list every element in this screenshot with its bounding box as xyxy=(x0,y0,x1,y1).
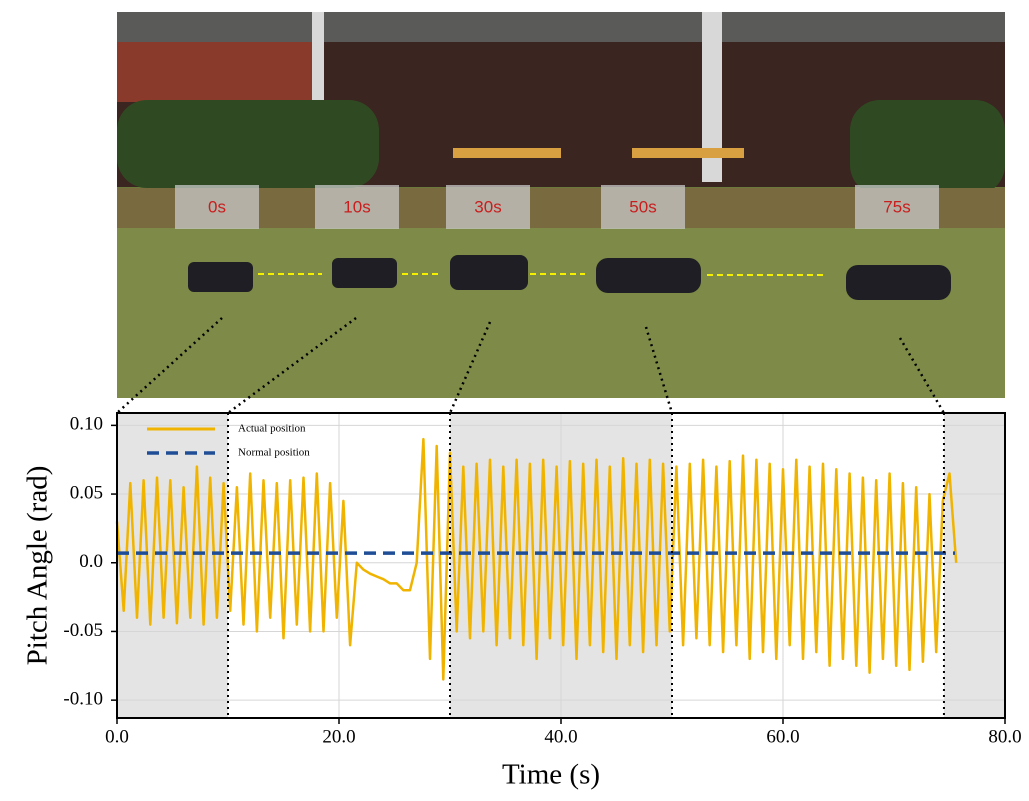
y-tick-label: 0.0 xyxy=(79,551,103,572)
photo-pillar xyxy=(312,12,324,112)
photo-label: 50s xyxy=(629,197,656,216)
photo-brick xyxy=(117,42,317,102)
x-tick-label: 0.0 xyxy=(105,726,129,747)
photo-label: 75s xyxy=(883,197,910,216)
x-tick-label: 80.0 xyxy=(988,726,1021,747)
x-tick-label: 60.0 xyxy=(766,726,799,747)
robot xyxy=(846,265,951,300)
y-tick-label: -0.10 xyxy=(63,688,103,709)
photo-lawn xyxy=(117,228,1005,398)
photo-label: 30s xyxy=(474,197,501,216)
x-tick-label: 20.0 xyxy=(322,726,355,747)
photo-table xyxy=(453,148,561,158)
photo-roof xyxy=(117,12,1005,42)
legend-label: Normal position xyxy=(238,447,310,459)
photo-table xyxy=(632,148,744,158)
photo-label: 10s xyxy=(343,197,370,216)
shaded-region xyxy=(944,413,1005,718)
x-axis-label: Time (s) xyxy=(502,759,600,791)
robot xyxy=(596,258,701,293)
photo-label: 0s xyxy=(208,197,226,216)
y-tick-label: 0.10 xyxy=(70,414,103,435)
photo-hedge xyxy=(850,100,1005,195)
figure: 0s10s30s50s75s0.100.050.0-0.05-0.100.020… xyxy=(0,0,1029,801)
y-tick-label: 0.05 xyxy=(70,482,103,503)
robot xyxy=(332,258,397,288)
robot xyxy=(450,255,528,290)
y-axis-label: Pitch Angle (rad) xyxy=(22,466,54,666)
x-tick-label: 40.0 xyxy=(544,726,577,747)
photo-hedge xyxy=(117,100,379,188)
y-tick-label: -0.05 xyxy=(63,620,103,641)
legend-label: Actual position xyxy=(238,423,306,435)
robot xyxy=(188,262,253,292)
